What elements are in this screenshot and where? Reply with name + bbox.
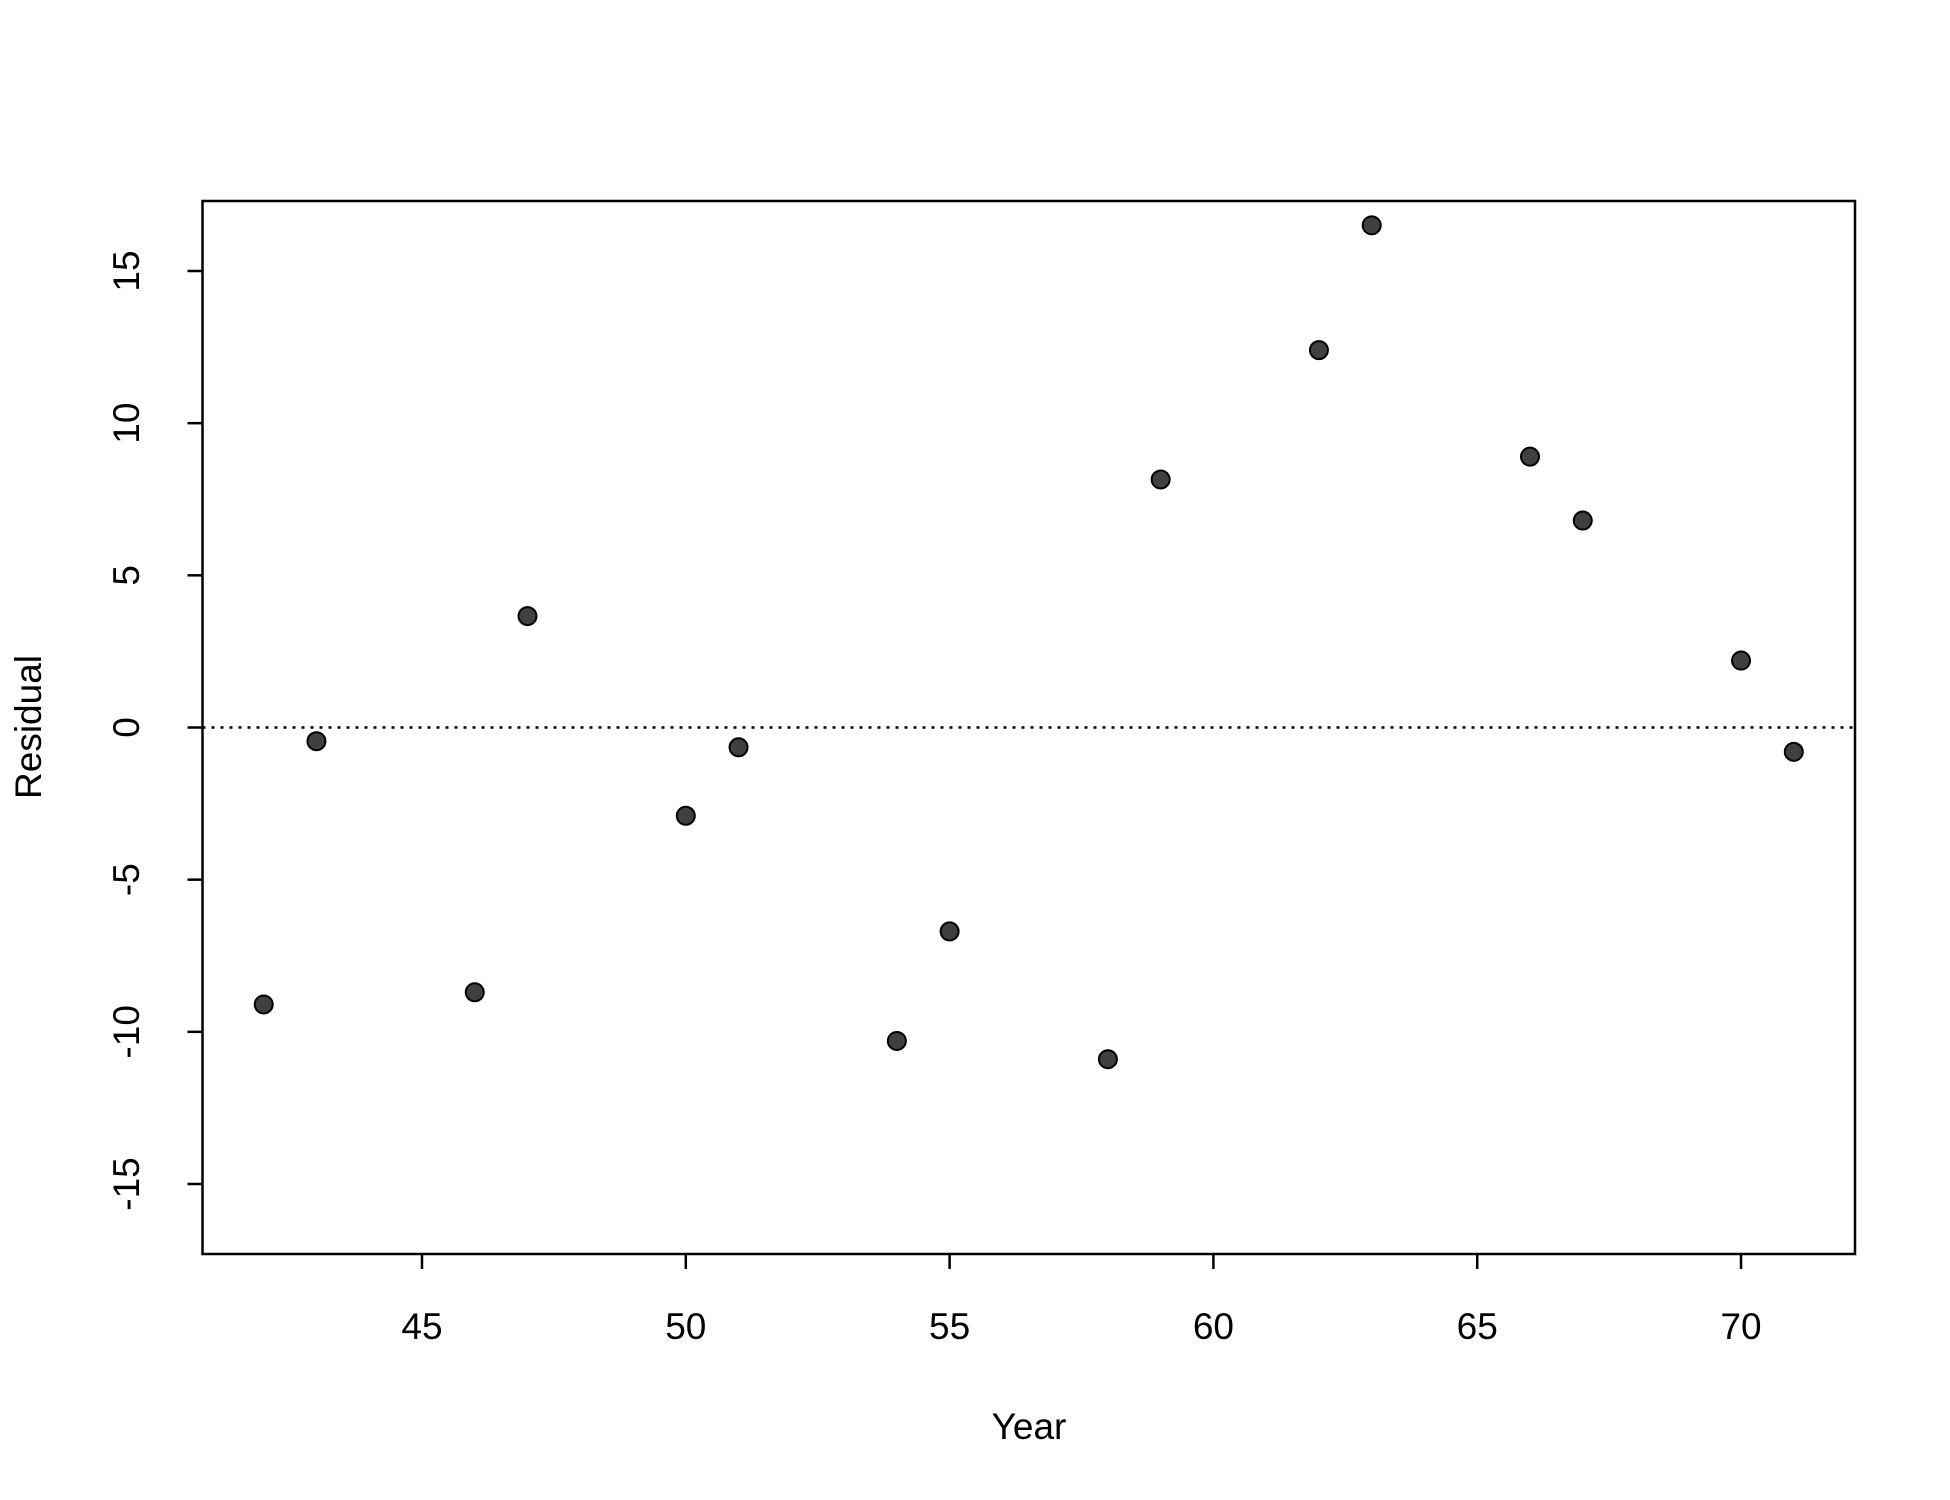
y-tick-label: 15 bbox=[106, 250, 147, 291]
x-tick-label: 70 bbox=[1720, 1306, 1761, 1347]
point bbox=[939, 921, 960, 942]
point bbox=[306, 731, 327, 752]
y-tick-label: -15 bbox=[106, 1157, 147, 1210]
y-axis-label: Residual bbox=[8, 655, 49, 799]
point bbox=[1519, 446, 1540, 467]
x-tick-label: 65 bbox=[1457, 1306, 1498, 1347]
y-tick-label: 5 bbox=[106, 565, 147, 586]
y-tick-label: 0 bbox=[106, 717, 147, 738]
point bbox=[1572, 510, 1593, 531]
point bbox=[1150, 469, 1171, 490]
x-axis-label: Year bbox=[992, 1406, 1067, 1447]
x-tick-label: 60 bbox=[1193, 1306, 1234, 1347]
point bbox=[464, 982, 485, 1003]
point bbox=[1731, 650, 1752, 671]
point bbox=[728, 737, 749, 758]
point bbox=[886, 1030, 907, 1051]
point bbox=[1097, 1049, 1118, 1070]
x-tick-label: 55 bbox=[929, 1306, 970, 1347]
y-tick-label: -5 bbox=[106, 863, 147, 896]
point bbox=[1783, 741, 1804, 762]
point bbox=[675, 805, 696, 826]
y-tick-label: 10 bbox=[106, 403, 147, 444]
point bbox=[1308, 340, 1329, 361]
y-tick-label: -10 bbox=[106, 1005, 147, 1058]
point bbox=[1361, 215, 1382, 236]
x-tick-label: 45 bbox=[401, 1306, 442, 1347]
x-tick-label: 50 bbox=[665, 1306, 706, 1347]
point bbox=[517, 606, 538, 627]
point bbox=[253, 994, 274, 1015]
